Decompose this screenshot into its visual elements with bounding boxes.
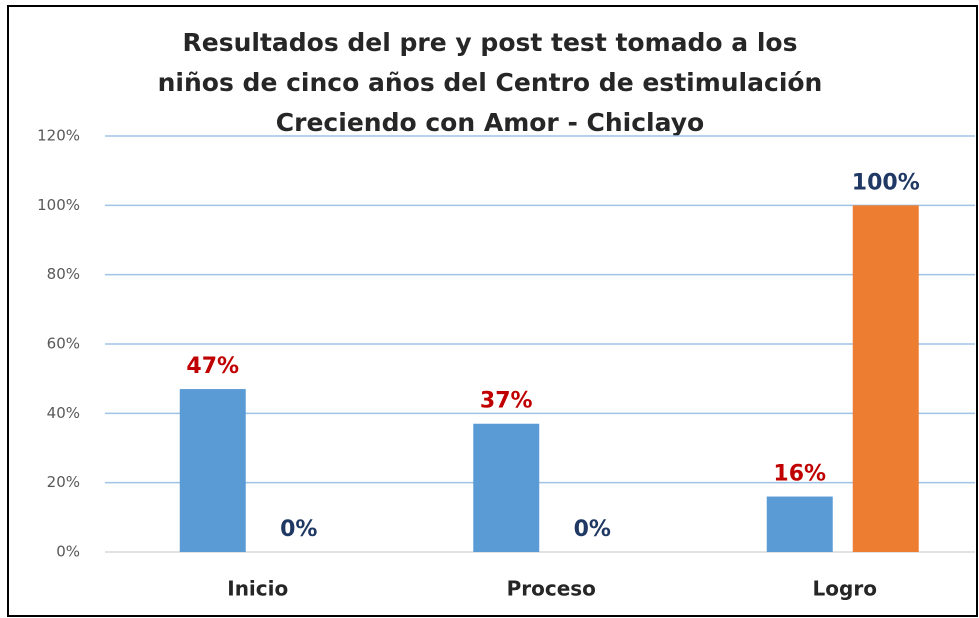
x-tick-label: Inicio <box>227 577 288 601</box>
x-tick-label: Logro <box>813 577 877 601</box>
chart-title: niños de cinco años del Centro de estimu… <box>158 68 823 97</box>
y-tick-label: 80% <box>47 265 80 283</box>
bar <box>473 423 540 552</box>
data-label: 37% <box>480 389 533 414</box>
y-tick-label: 60% <box>47 335 80 353</box>
data-label: 47% <box>186 354 239 379</box>
data-label: 100% <box>852 170 920 195</box>
frame <box>7 5 978 617</box>
chart-title: Resultados del pre y post test tomado a … <box>182 28 797 57</box>
chart-title: Creciendo con Amor - Chiclayo <box>276 108 704 137</box>
y-tick-label: 20% <box>47 473 80 491</box>
data-label: 0% <box>574 517 611 542</box>
y-tick-label: 120% <box>37 127 80 145</box>
bar <box>852 205 919 553</box>
data-label: 0% <box>280 517 317 542</box>
y-tick-label: 100% <box>37 196 80 214</box>
y-tick-label: 0% <box>56 543 80 561</box>
data-label: 16% <box>773 462 826 487</box>
bar <box>179 389 246 552</box>
y-tick-label: 40% <box>47 404 80 422</box>
bar <box>766 496 833 552</box>
x-tick-label: Proceso <box>507 577 596 601</box>
